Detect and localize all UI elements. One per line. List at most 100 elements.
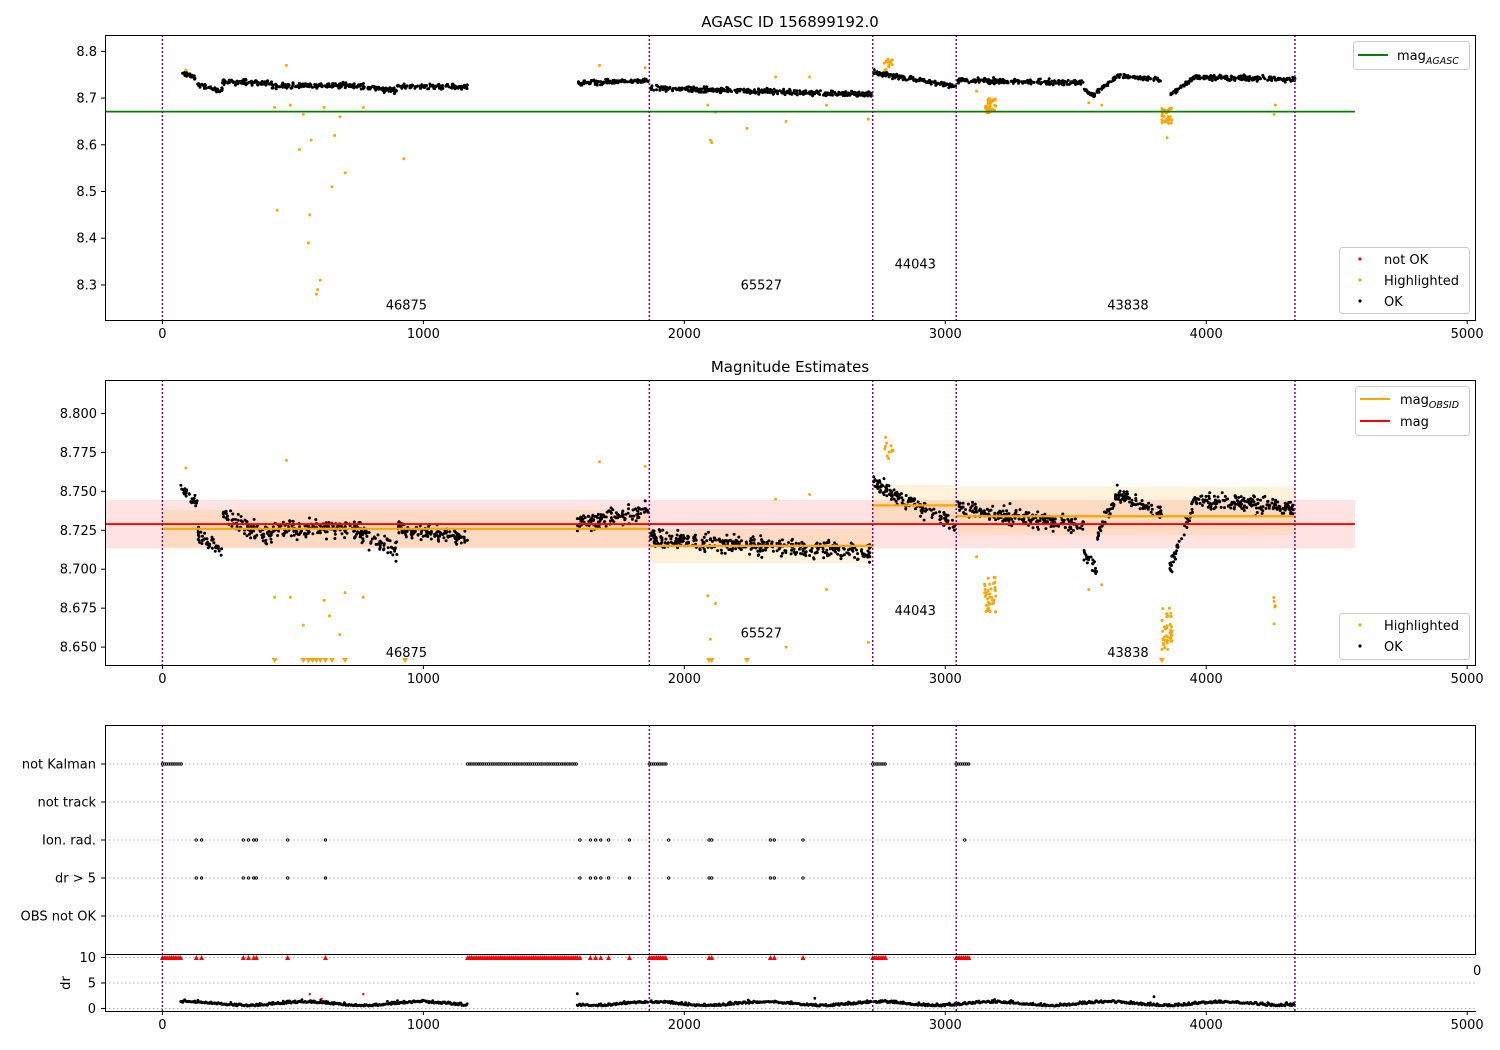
ok-point bbox=[230, 524, 234, 528]
ok-point bbox=[1103, 510, 1106, 514]
ok-point bbox=[336, 84, 339, 88]
ok-point bbox=[655, 88, 658, 92]
flag-marker bbox=[606, 876, 611, 880]
ok-point bbox=[1140, 499, 1144, 503]
highlighted-point bbox=[301, 623, 305, 627]
ok-point bbox=[305, 85, 309, 88]
ok-point bbox=[1219, 505, 1223, 509]
ok-point bbox=[825, 92, 829, 95]
ok-point bbox=[732, 532, 736, 536]
ok-point bbox=[1097, 90, 1101, 94]
ok-point bbox=[1011, 81, 1015, 85]
ok-point bbox=[752, 538, 756, 542]
ok-point bbox=[697, 89, 700, 93]
ok-point bbox=[602, 515, 606, 519]
ok-point bbox=[630, 81, 634, 84]
ok-point bbox=[764, 546, 768, 550]
ok-point bbox=[394, 541, 398, 545]
ok-point bbox=[1255, 511, 1259, 514]
ok-point bbox=[951, 518, 954, 522]
clipped-marker bbox=[271, 658, 278, 663]
highlighted-point bbox=[284, 63, 288, 67]
ok-point bbox=[596, 80, 600, 83]
ok-point bbox=[778, 546, 782, 550]
ok-point bbox=[302, 85, 306, 88]
ok-point bbox=[904, 507, 908, 511]
clipped-marker bbox=[313, 658, 320, 663]
ok-point bbox=[1200, 503, 1204, 507]
y-tick-label: 8.6 bbox=[76, 138, 97, 153]
ok-point bbox=[885, 489, 889, 493]
ok-point bbox=[1239, 500, 1242, 504]
ok-point bbox=[456, 86, 460, 90]
highlighted-point bbox=[297, 148, 301, 151]
highlighted-point bbox=[994, 594, 998, 598]
ok-point bbox=[402, 82, 406, 86]
highlighted-point bbox=[1167, 121, 1171, 125]
ok-point bbox=[880, 72, 884, 76]
dr-ok-point bbox=[646, 1000, 650, 1004]
highlighted-point bbox=[706, 103, 710, 107]
ok-point bbox=[698, 548, 702, 552]
ok-point bbox=[797, 542, 801, 546]
ok-point bbox=[1123, 499, 1127, 503]
ok-point bbox=[204, 86, 208, 90]
ok-point bbox=[1251, 498, 1255, 502]
ok-point bbox=[998, 80, 1002, 84]
ok-point bbox=[267, 82, 271, 86]
ok-point bbox=[814, 90, 818, 94]
ok-point bbox=[222, 83, 226, 86]
ok-point bbox=[1119, 500, 1123, 504]
ok-point bbox=[920, 77, 924, 81]
highlighted-point bbox=[273, 595, 277, 599]
ok-point bbox=[384, 86, 388, 90]
ok-point bbox=[989, 508, 993, 512]
ok-point bbox=[267, 534, 271, 538]
ok-point bbox=[1253, 495, 1256, 499]
highlighted-point bbox=[883, 68, 887, 72]
highlighted-point bbox=[885, 441, 889, 445]
ok-point bbox=[1202, 500, 1206, 504]
ok-point bbox=[1192, 498, 1195, 502]
highlighted-point bbox=[1169, 615, 1173, 618]
ok-point bbox=[1246, 498, 1250, 502]
ok-point bbox=[761, 90, 765, 94]
highlighted-point bbox=[714, 602, 718, 605]
ok-point bbox=[800, 91, 804, 95]
ok-point bbox=[1193, 496, 1197, 499]
ok-point bbox=[887, 72, 891, 76]
obsid-label: 65527 bbox=[741, 279, 782, 294]
highlighted-point bbox=[1163, 646, 1167, 650]
flag-marker bbox=[246, 876, 251, 880]
ok-point bbox=[1216, 77, 1219, 81]
ok-legend-marker bbox=[1358, 299, 1362, 303]
ok-point bbox=[458, 536, 462, 540]
ok-point bbox=[998, 509, 1002, 513]
highlighted-point bbox=[825, 588, 828, 591]
mag-agasc-legend-label: magAGASC bbox=[1397, 49, 1459, 67]
highlighted-point bbox=[866, 117, 870, 121]
ok-point bbox=[330, 84, 334, 88]
ok-point bbox=[443, 529, 447, 533]
ok-point bbox=[728, 538, 732, 542]
dr-ok-point bbox=[622, 1000, 626, 1003]
ok-point bbox=[333, 529, 337, 533]
highlighted-point bbox=[1087, 588, 1091, 591]
ok-point bbox=[211, 537, 215, 541]
ok-point bbox=[833, 541, 837, 545]
ok-point bbox=[751, 535, 755, 539]
ok-point bbox=[1017, 80, 1021, 84]
ok-point bbox=[866, 94, 870, 98]
ok-point bbox=[224, 80, 228, 84]
ok-point bbox=[1276, 500, 1280, 504]
ok-point bbox=[1054, 81, 1058, 85]
ok-point bbox=[373, 536, 377, 540]
highlighted-point bbox=[986, 607, 990, 611]
ok-point bbox=[395, 553, 399, 556]
y-tick-label: 8.650 bbox=[60, 641, 97, 656]
ok-point bbox=[306, 531, 310, 535]
highlighted-point bbox=[983, 588, 987, 591]
ok-point bbox=[284, 83, 288, 87]
highlighted-point bbox=[1161, 607, 1165, 611]
ok-point bbox=[392, 86, 396, 90]
